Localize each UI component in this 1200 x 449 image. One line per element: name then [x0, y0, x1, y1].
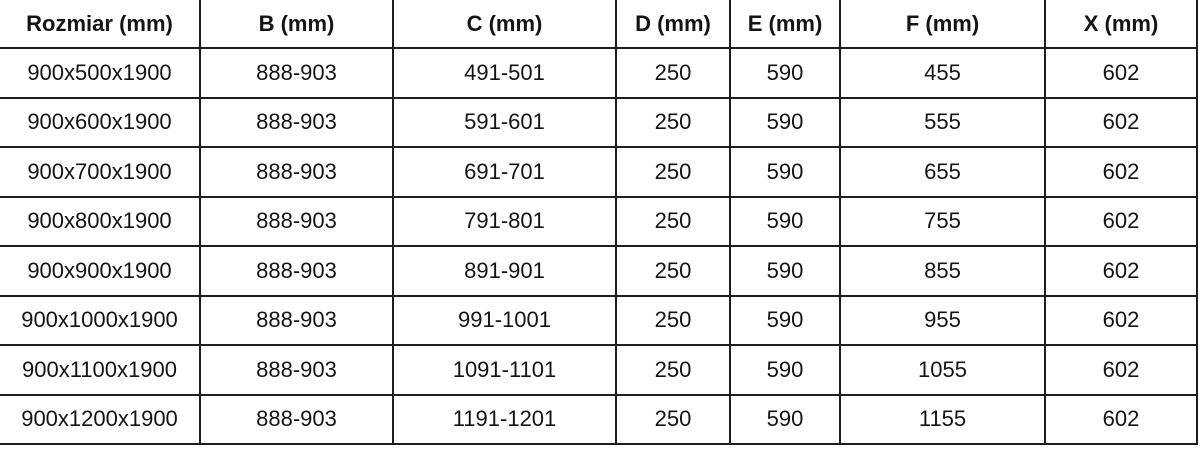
cell-d: 250: [616, 246, 731, 297]
cell-e: 590: [730, 394, 841, 445]
cell-d: 250: [616, 196, 731, 247]
cell-b: 888-903: [200, 97, 394, 148]
cell-d: 250: [616, 97, 731, 148]
cell-rozmiar: 900x800x1900: [0, 196, 201, 247]
cell-x: 602: [1045, 147, 1198, 198]
cell-f: 1055: [840, 345, 1046, 396]
cell-e: 590: [730, 295, 841, 346]
cell-rozmiar: 900x1100x1900: [0, 345, 201, 396]
column-header-b: B (mm): [200, 0, 394, 49]
cell-c: 1091-1101: [393, 345, 617, 396]
cell-f: 455: [840, 48, 1046, 99]
column-header-rozmiar: Rozmiar (mm): [0, 0, 201, 49]
cell-c: 991-1001: [393, 295, 617, 346]
cell-d: 250: [616, 295, 731, 346]
table-row: 900x700x1900 888-903 691-701 250 590 655 602: [0, 147, 1198, 198]
cell-e: 590: [730, 196, 841, 247]
cell-rozmiar: 900x600x1900: [0, 97, 201, 148]
cell-e: 590: [730, 147, 841, 198]
column-header-e: E (mm): [730, 0, 841, 49]
table-row: 900x500x1900 888-903 491-501 250 590 455 602: [0, 48, 1198, 99]
cell-f: 1155: [840, 394, 1046, 445]
cell-b: 888-903: [200, 196, 394, 247]
table-row: 900x1000x1900 888-903 991-1001 250 590 955 602: [0, 295, 1198, 346]
cell-f: 855: [840, 246, 1046, 297]
cell-f: 555: [840, 97, 1046, 148]
cell-c: 491-501: [393, 48, 617, 99]
cell-b: 888-903: [200, 48, 394, 99]
cell-c: 891-901: [393, 246, 617, 297]
cell-d: 250: [616, 48, 731, 99]
cell-c: 791-801: [393, 196, 617, 247]
cell-b: 888-903: [200, 345, 394, 396]
cell-x: 602: [1045, 394, 1198, 445]
column-header-c: C (mm): [393, 0, 617, 49]
cell-x: 602: [1045, 345, 1198, 396]
cell-f: 655: [840, 147, 1046, 198]
cell-f: 955: [840, 295, 1046, 346]
column-header-x: X (mm): [1045, 0, 1198, 49]
cell-x: 602: [1045, 246, 1198, 297]
cell-d: 250: [616, 394, 731, 445]
cell-x: 602: [1045, 97, 1198, 148]
cell-f: 755: [840, 196, 1046, 247]
table-row: 900x600x1900 888-903 591-601 250 590 555 602: [0, 97, 1198, 148]
cell-e: 590: [730, 48, 841, 99]
cell-c: 691-701: [393, 147, 617, 198]
cell-b: 888-903: [200, 394, 394, 445]
cell-x: 602: [1045, 48, 1198, 99]
cell-c: 1191-1201: [393, 394, 617, 445]
table-row: 900x1100x1900 888-903 1091-1101 250 590 1055 6…: [0, 345, 1198, 396]
cell-rozmiar: 900x900x1900: [0, 246, 201, 297]
cell-d: 250: [616, 147, 731, 198]
cell-c: 591-601: [393, 97, 617, 148]
table-row: 900x900x1900 888-903 891-901 250 590 855 602: [0, 246, 1198, 297]
cell-x: 602: [1045, 196, 1198, 247]
cell-b: 888-903: [200, 295, 394, 346]
cell-x: 602: [1045, 295, 1198, 346]
cell-b: 888-903: [200, 147, 394, 198]
cell-rozmiar: 900x1000x1900: [0, 295, 201, 346]
cell-b: 888-903: [200, 246, 394, 297]
table-body: 900x500x1900 888-903 491-501 250 590 455 602 90…: [0, 48, 1198, 445]
table-row: 900x800x1900 888-903 791-801 250 590 755 602: [0, 196, 1198, 247]
cell-e: 590: [730, 246, 841, 297]
header-row: Rozmiar (mm) B (mm) C (mm) D (mm) E (mm)…: [0, 0, 1198, 49]
cell-rozmiar: 900x1200x1900: [0, 394, 201, 445]
cell-e: 590: [730, 97, 841, 148]
cell-rozmiar: 900x500x1900: [0, 48, 201, 99]
cell-rozmiar: 900x700x1900: [0, 147, 201, 198]
column-header-f: F (mm): [840, 0, 1046, 49]
column-header-d: D (mm): [616, 0, 731, 49]
cell-d: 250: [616, 345, 731, 396]
cell-e: 590: [730, 345, 841, 396]
table-row: 900x1200x1900 888-903 1191-1201 250 590 1155 6…: [0, 394, 1198, 445]
